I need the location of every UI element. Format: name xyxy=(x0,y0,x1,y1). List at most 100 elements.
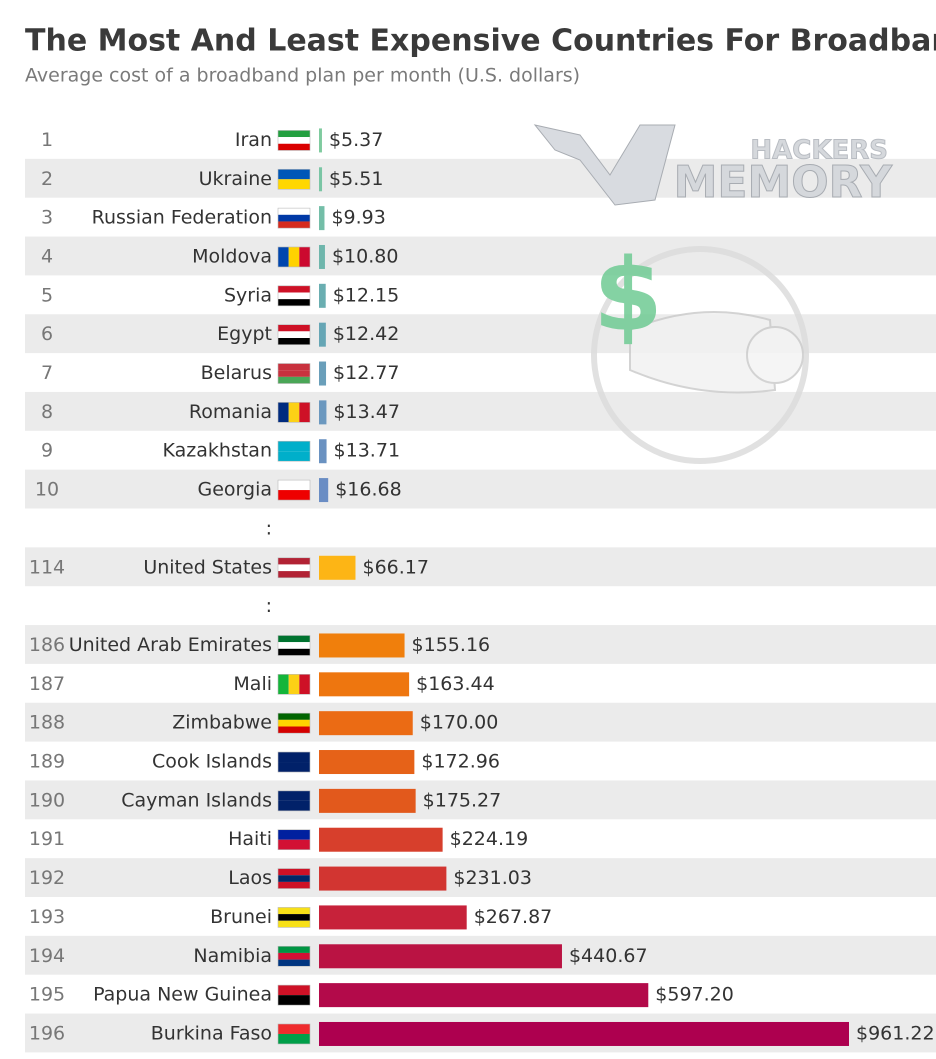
flag-stripe xyxy=(278,324,310,332)
flag-border xyxy=(277,712,311,734)
bar xyxy=(319,750,415,775)
category-label: Moldova xyxy=(192,245,272,267)
flag-stripe xyxy=(278,959,310,967)
flag xyxy=(277,285,311,307)
bar xyxy=(319,361,327,386)
flag-border xyxy=(277,402,311,423)
flag-stripe xyxy=(278,571,310,578)
flag-stripe xyxy=(278,635,310,643)
flag-stripe xyxy=(278,557,310,565)
flag xyxy=(277,363,311,384)
flag-stripe xyxy=(278,839,310,850)
flag-border xyxy=(277,790,311,812)
flag-stripe xyxy=(278,208,310,215)
flag-border xyxy=(277,168,311,190)
flag xyxy=(277,130,311,151)
category-label: Laos xyxy=(228,867,272,889)
flag xyxy=(277,907,311,928)
bar xyxy=(319,322,326,347)
rank-label: 196 xyxy=(29,1022,65,1044)
flag xyxy=(277,829,311,851)
flag-stripe xyxy=(278,564,310,572)
flag-stripe xyxy=(278,914,310,921)
flag-border xyxy=(277,674,311,695)
rank-label: 189 xyxy=(29,751,65,773)
flag-border xyxy=(277,479,311,501)
flag-stripe xyxy=(278,648,310,656)
bar xyxy=(319,711,413,736)
row-band xyxy=(25,625,936,664)
flag-stripe xyxy=(299,246,310,267)
value-label: $12.42 xyxy=(333,323,399,345)
flag-stripe xyxy=(278,402,289,423)
category-label: : xyxy=(266,595,272,617)
flag-stripe xyxy=(278,946,310,953)
category-label: Georgia xyxy=(198,479,273,501)
flag-stripe xyxy=(299,402,310,423)
rank-label: 7 xyxy=(41,362,53,384)
bar xyxy=(319,439,327,464)
flag-stripe xyxy=(278,726,310,734)
flag-stripe xyxy=(278,441,310,452)
row-band xyxy=(25,236,936,276)
value-label: $5.51 xyxy=(329,168,383,190)
flag xyxy=(277,984,311,1006)
bar xyxy=(319,788,416,813)
flag-stripe xyxy=(278,214,310,222)
flag xyxy=(277,868,311,889)
rank-label: 190 xyxy=(29,789,65,811)
value-label: $13.71 xyxy=(334,440,400,462)
category-label: Brunei xyxy=(210,906,272,928)
rank-label: 8 xyxy=(41,401,53,423)
flag-stripe xyxy=(278,299,310,306)
rows: 1 Iran $5.37 2 Ukraine $5.51 3 Russian Federati… xyxy=(25,128,936,1053)
bar xyxy=(319,905,467,930)
bar xyxy=(319,866,447,891)
flag-stripe xyxy=(278,719,310,727)
flag xyxy=(277,674,311,695)
bar xyxy=(319,1021,849,1046)
row-band xyxy=(25,391,936,431)
value-label: $163.44 xyxy=(416,673,495,695)
rank-label: 3 xyxy=(41,207,53,229)
bar xyxy=(319,206,325,231)
flag-stripe xyxy=(288,402,300,423)
flag-stripe xyxy=(278,800,310,811)
rank-label: 193 xyxy=(29,906,65,928)
category-label: : xyxy=(266,517,272,539)
rank-label: 6 xyxy=(41,323,53,345)
category-label: Ukraine xyxy=(199,168,272,190)
category-label: Russian Federation xyxy=(92,207,272,229)
rank-label: 191 xyxy=(29,828,65,850)
row-band xyxy=(25,780,936,820)
flag-stripe xyxy=(278,169,310,180)
bar xyxy=(319,478,329,503)
row-band xyxy=(25,858,936,897)
bar xyxy=(319,633,405,658)
category-label: Zimbabwe xyxy=(172,712,272,734)
flag-stripe xyxy=(299,674,310,695)
row-band xyxy=(25,158,936,198)
bar xyxy=(319,944,562,969)
flag xyxy=(277,207,311,229)
flag-border xyxy=(277,557,311,579)
bar xyxy=(319,167,323,192)
value-label: $175.27 xyxy=(423,789,502,811)
category-label: Cook Islands xyxy=(152,751,272,773)
flag-stripe xyxy=(278,480,310,491)
flag-border xyxy=(277,440,311,462)
flag-stripe xyxy=(288,246,300,267)
value-label: $66.17 xyxy=(362,556,428,578)
flag xyxy=(277,635,311,656)
flag-stripe xyxy=(278,376,310,384)
flag-stripe xyxy=(278,490,310,501)
flag-stripe xyxy=(278,829,310,840)
rank-label: 187 xyxy=(29,673,65,695)
flag xyxy=(277,168,311,190)
value-label: $16.68 xyxy=(335,479,401,501)
value-label: $9.93 xyxy=(331,207,385,229)
flag-border xyxy=(277,829,311,851)
rank-label: 5 xyxy=(41,284,53,306)
flag-border xyxy=(277,285,311,307)
